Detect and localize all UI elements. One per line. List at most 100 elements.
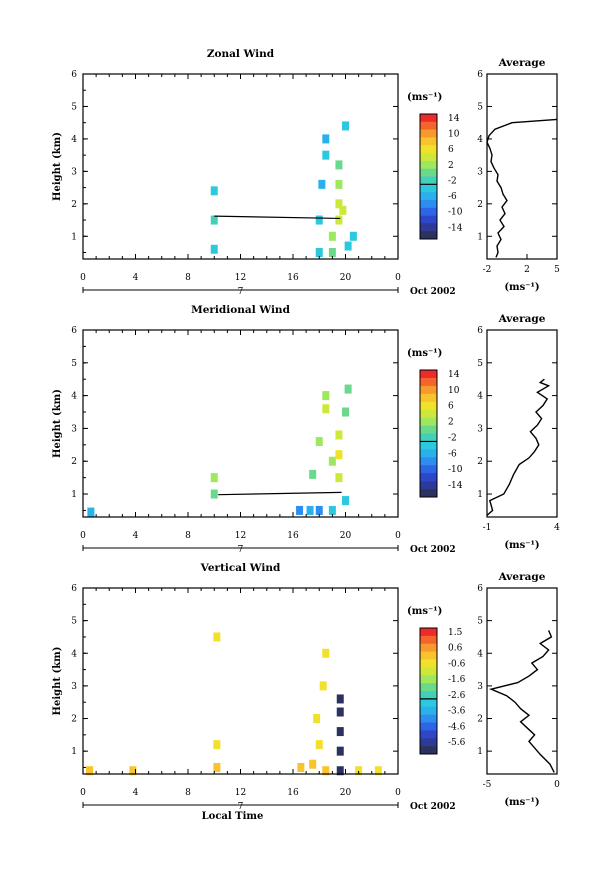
data-cell xyxy=(210,186,218,196)
profile-y-tick-label: 2 xyxy=(477,200,483,210)
colorbar-segment xyxy=(420,377,437,387)
profile-y-tick-label: 4 xyxy=(477,135,483,145)
date-label: 7 xyxy=(238,287,244,297)
colorbar-segment xyxy=(420,659,437,668)
colorbar-tick-label: -14 xyxy=(448,481,463,491)
data-cell xyxy=(322,134,330,144)
data-cell xyxy=(315,437,323,447)
connector-line xyxy=(214,215,341,220)
vertical-colorbar: 1.5 0.6 -0.6 -1.6 -2.6 -3.6 -4.6 -5.6 (ms⁻¹) xyxy=(407,606,466,755)
colorbar-tick-label: -14 xyxy=(448,223,463,233)
colorbar-tick-label: -1.6 xyxy=(448,675,466,685)
data-cell xyxy=(309,469,317,479)
x-tick-label: 8 xyxy=(185,531,191,541)
colorbar-tick-label: 10 xyxy=(448,386,460,396)
data-cell xyxy=(315,248,323,258)
data-cell xyxy=(322,150,330,160)
colorbar-tick-label: 14 xyxy=(448,114,460,124)
data-cell xyxy=(210,215,218,225)
colorbar-tick-label: -5.6 xyxy=(448,738,466,748)
profile-y-tick-label: 6 xyxy=(477,326,483,336)
zonal-ylabel: Height (km) xyxy=(52,132,63,201)
data-cell xyxy=(322,648,330,658)
data-cell xyxy=(322,404,330,414)
colorbar-segment xyxy=(420,153,437,162)
x-tick-label: 4 xyxy=(133,788,139,798)
colorbar-tick-label: -2.6 xyxy=(448,691,466,701)
profile-y-tick-label: 5 xyxy=(477,102,483,112)
data-cell xyxy=(349,231,357,241)
profile-xlabel: (ms⁻¹) xyxy=(504,797,539,808)
profile-frame xyxy=(486,329,558,518)
meridional-profile: Average 1 2 3 4 5 6 -1 4 (ms⁻¹) xyxy=(477,313,560,551)
colorbar-segment xyxy=(420,746,437,755)
data-cell xyxy=(336,694,344,704)
x-tick-label: 4 xyxy=(133,273,139,283)
data-cell xyxy=(339,205,347,215)
data-cell xyxy=(374,766,382,776)
meridional-cells xyxy=(87,384,352,517)
data-cell xyxy=(129,766,137,776)
data-cell xyxy=(322,766,330,776)
data-cell xyxy=(315,215,323,225)
date-label: 7 xyxy=(238,802,244,812)
colorbar-segment xyxy=(420,385,437,395)
profile-x-tick-label: 4 xyxy=(554,523,560,533)
profile-x-tick-label: -5 xyxy=(483,780,492,790)
meridional-title: Meridional Wind xyxy=(191,304,290,316)
colorbar-segment xyxy=(420,722,437,731)
data-cell xyxy=(213,632,221,642)
profile-x-tick-label: 2 xyxy=(524,265,530,275)
x-tick-label: 12 xyxy=(235,531,246,541)
colorbar-tick-label: -3.6 xyxy=(448,707,466,717)
date-label: 7 xyxy=(238,545,244,555)
data-cell xyxy=(342,121,349,131)
profile-line xyxy=(486,378,551,516)
colorbar-tick-label: -6 xyxy=(448,192,457,202)
profile-line xyxy=(488,630,555,773)
profile-xlabel: (ms⁻¹) xyxy=(504,282,539,293)
profile-title: Average xyxy=(498,57,546,69)
colorbar-tick-label: -2 xyxy=(448,176,457,186)
colorbar-segment xyxy=(420,635,437,645)
y-tick-label: 3 xyxy=(71,682,77,692)
colorbar-segment xyxy=(420,137,437,146)
colorbar-tick-label: 1.5 xyxy=(448,628,463,638)
profile-title: Average xyxy=(498,571,546,583)
profile-x-tick-label: -2 xyxy=(483,265,492,275)
profile-y-tick-label: 3 xyxy=(477,167,483,177)
data-cell xyxy=(210,489,218,499)
vertical-ylabel: Height (km) xyxy=(52,647,63,716)
x-tick-label: 0 xyxy=(80,788,86,798)
colorbar-segment xyxy=(420,121,437,130)
colorbar-segment xyxy=(420,168,437,177)
y-tick-label: 1 xyxy=(71,490,77,500)
colorbar-segment xyxy=(420,145,437,154)
data-cell xyxy=(335,215,343,225)
x-tick-label: 16 xyxy=(287,531,299,541)
colorbar-tick-label: -0.6 xyxy=(448,659,466,669)
x-tick-label: 0 xyxy=(80,531,86,541)
data-cell xyxy=(342,496,349,506)
y-tick-label: 6 xyxy=(71,70,77,80)
zonal-cells xyxy=(210,121,357,258)
data-cell xyxy=(210,473,218,483)
profile-y-tick-label: 1 xyxy=(477,232,483,242)
y-tick-label: 1 xyxy=(71,232,77,242)
colorbar-tick-label: -10 xyxy=(448,208,463,218)
colorbar-segment xyxy=(420,401,437,410)
colorbar-frame xyxy=(419,113,438,240)
colorbar-tick-label: 2 xyxy=(448,161,454,171)
profile-y-tick-label: 3 xyxy=(477,682,483,692)
colorbar-segment xyxy=(420,698,437,708)
data-cell xyxy=(296,505,304,515)
data-cell xyxy=(210,244,218,254)
profile-y-tick-label: 1 xyxy=(477,747,483,757)
profile-xlabel: (ms⁻¹) xyxy=(504,540,539,551)
profile-y-tick-label: 2 xyxy=(477,715,483,725)
colorbar-segment xyxy=(420,184,437,193)
data-cell xyxy=(322,391,330,401)
x-tick-label: 0 xyxy=(395,788,401,798)
y-tick-label: 1 xyxy=(71,747,77,757)
